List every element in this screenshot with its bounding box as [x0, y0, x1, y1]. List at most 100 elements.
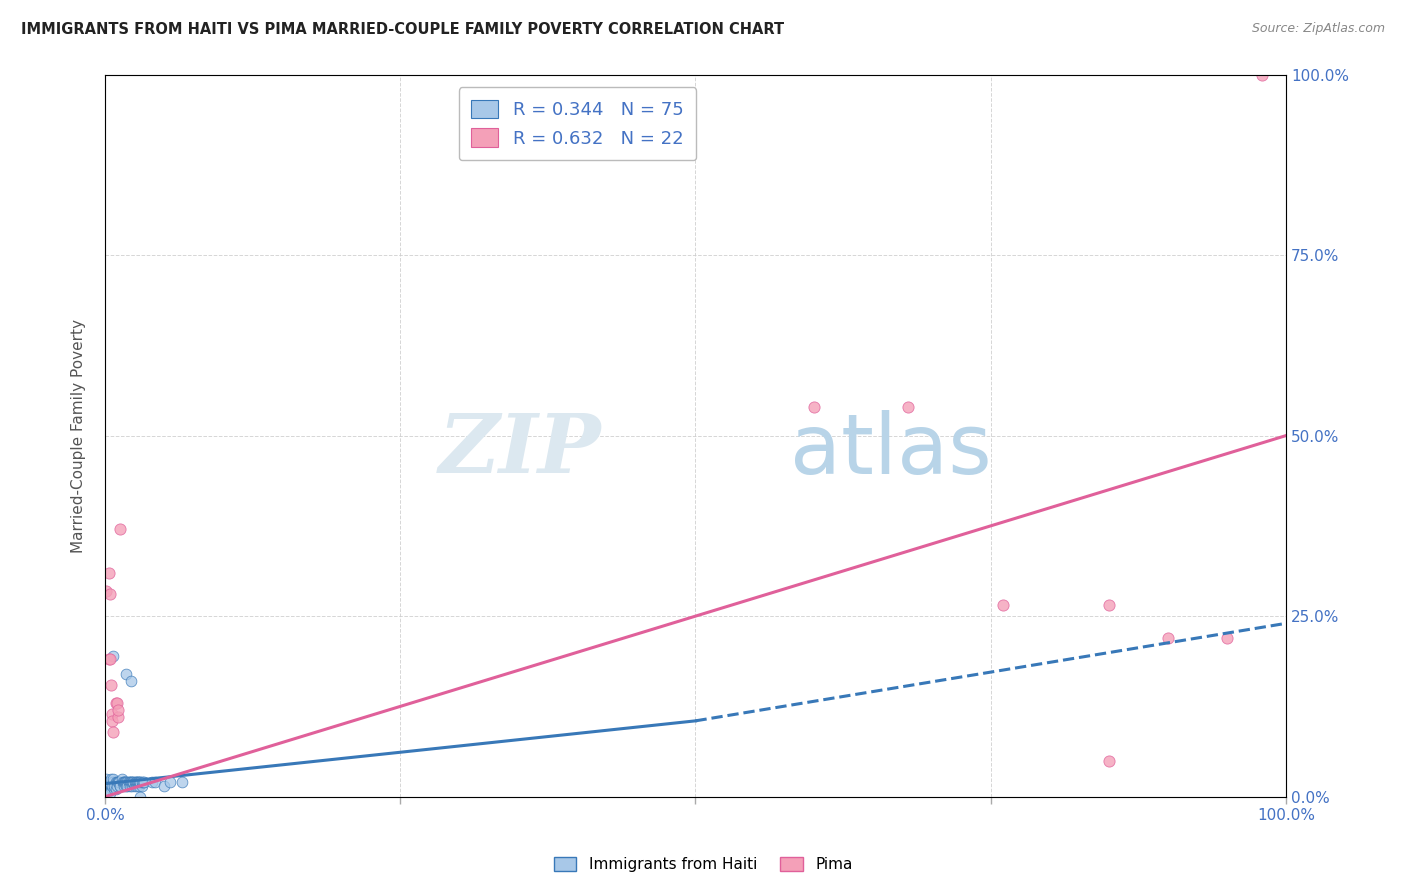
Point [97, 775, 120, 789]
Text: Source: ZipAtlas.com: Source: ZipAtlas.com [1251, 22, 1385, 36]
Point [127, 775, 149, 789]
Point [107, 710, 129, 724]
Point [104, 696, 127, 710]
Point [125, 779, 148, 793]
Point [132, 775, 155, 789]
Point [105, 696, 128, 710]
Point [107, 703, 129, 717]
Point [125, 775, 148, 789]
Point [101, 706, 124, 721]
Point [101, 714, 124, 728]
Point [103, 648, 125, 663]
Point [129, 775, 152, 789]
Point [98, 786, 121, 800]
Point [110, 779, 132, 793]
Point [1216, 631, 1239, 645]
Point [131, 779, 153, 793]
Point [991, 599, 1014, 613]
Point [131, 775, 153, 789]
Point [100, 678, 122, 692]
Point [110, 523, 132, 537]
Point [125, 775, 148, 789]
Point [128, 779, 150, 793]
Point [121, 779, 143, 793]
Point [127, 775, 149, 789]
Point [101, 782, 124, 797]
Point [103, 772, 125, 786]
Point [97, 566, 120, 580]
Point [110, 775, 132, 789]
Point [121, 775, 143, 789]
Point [1098, 754, 1121, 768]
Point [1251, 68, 1274, 82]
Point [96, 772, 118, 786]
Point [129, 789, 152, 804]
Point [110, 772, 132, 786]
Point [105, 775, 128, 789]
Point [97, 782, 120, 797]
Point [115, 779, 138, 793]
Point [141, 775, 163, 789]
Point [117, 779, 139, 793]
Legend: Immigrants from Haiti, Pima: Immigrants from Haiti, Pima [546, 849, 860, 880]
Text: atlas: atlas [790, 409, 991, 491]
Point [111, 775, 134, 789]
Point [112, 779, 135, 793]
Point [96, 775, 118, 789]
Point [170, 775, 193, 789]
Legend: R = 0.344   N = 75, R = 0.632   N = 22: R = 0.344 N = 75, R = 0.632 N = 22 [458, 87, 696, 161]
Text: ZIP: ZIP [439, 410, 600, 490]
Point [107, 775, 129, 789]
Point [115, 775, 138, 789]
Point [128, 775, 150, 789]
Point [96, 786, 118, 800]
Point [103, 782, 125, 797]
Point [96, 583, 118, 598]
Point [110, 779, 132, 793]
Point [114, 775, 136, 789]
Y-axis label: Married-Couple Family Poverty: Married-Couple Family Poverty [72, 318, 86, 553]
Point [120, 775, 142, 789]
Point [108, 775, 131, 789]
Point [117, 775, 139, 789]
Point [112, 775, 135, 789]
Point [125, 775, 148, 789]
Point [803, 400, 825, 414]
Point [118, 775, 141, 789]
Point [111, 775, 134, 789]
Point [122, 775, 145, 789]
Point [124, 779, 146, 793]
Point [117, 775, 139, 789]
Point [115, 667, 138, 681]
Text: IMMIGRANTS FROM HAITI VS PIMA MARRIED-COUPLE FAMILY POVERTY CORRELATION CHART: IMMIGRANTS FROM HAITI VS PIMA MARRIED-CO… [21, 22, 785, 37]
Point [98, 587, 121, 601]
Point [103, 775, 125, 789]
Point [143, 775, 166, 789]
Point [1157, 631, 1180, 645]
Point [96, 786, 118, 800]
Point [104, 775, 127, 789]
Point [105, 779, 128, 793]
Point [103, 724, 125, 739]
Point [98, 652, 121, 666]
Point [103, 779, 125, 793]
Point [122, 775, 145, 789]
Point [112, 775, 135, 789]
Point [104, 782, 127, 797]
Point [132, 775, 155, 789]
Point [153, 779, 176, 793]
Point [101, 779, 124, 793]
Point [1098, 599, 1121, 613]
Point [159, 775, 181, 789]
Point [124, 775, 146, 789]
Point [129, 775, 152, 789]
Point [117, 775, 139, 789]
Point [98, 775, 121, 789]
Point [100, 779, 122, 793]
Point [97, 652, 120, 666]
Point [120, 775, 142, 789]
Point [120, 674, 142, 689]
Point [897, 400, 920, 414]
Point [100, 772, 122, 786]
Point [107, 775, 129, 789]
